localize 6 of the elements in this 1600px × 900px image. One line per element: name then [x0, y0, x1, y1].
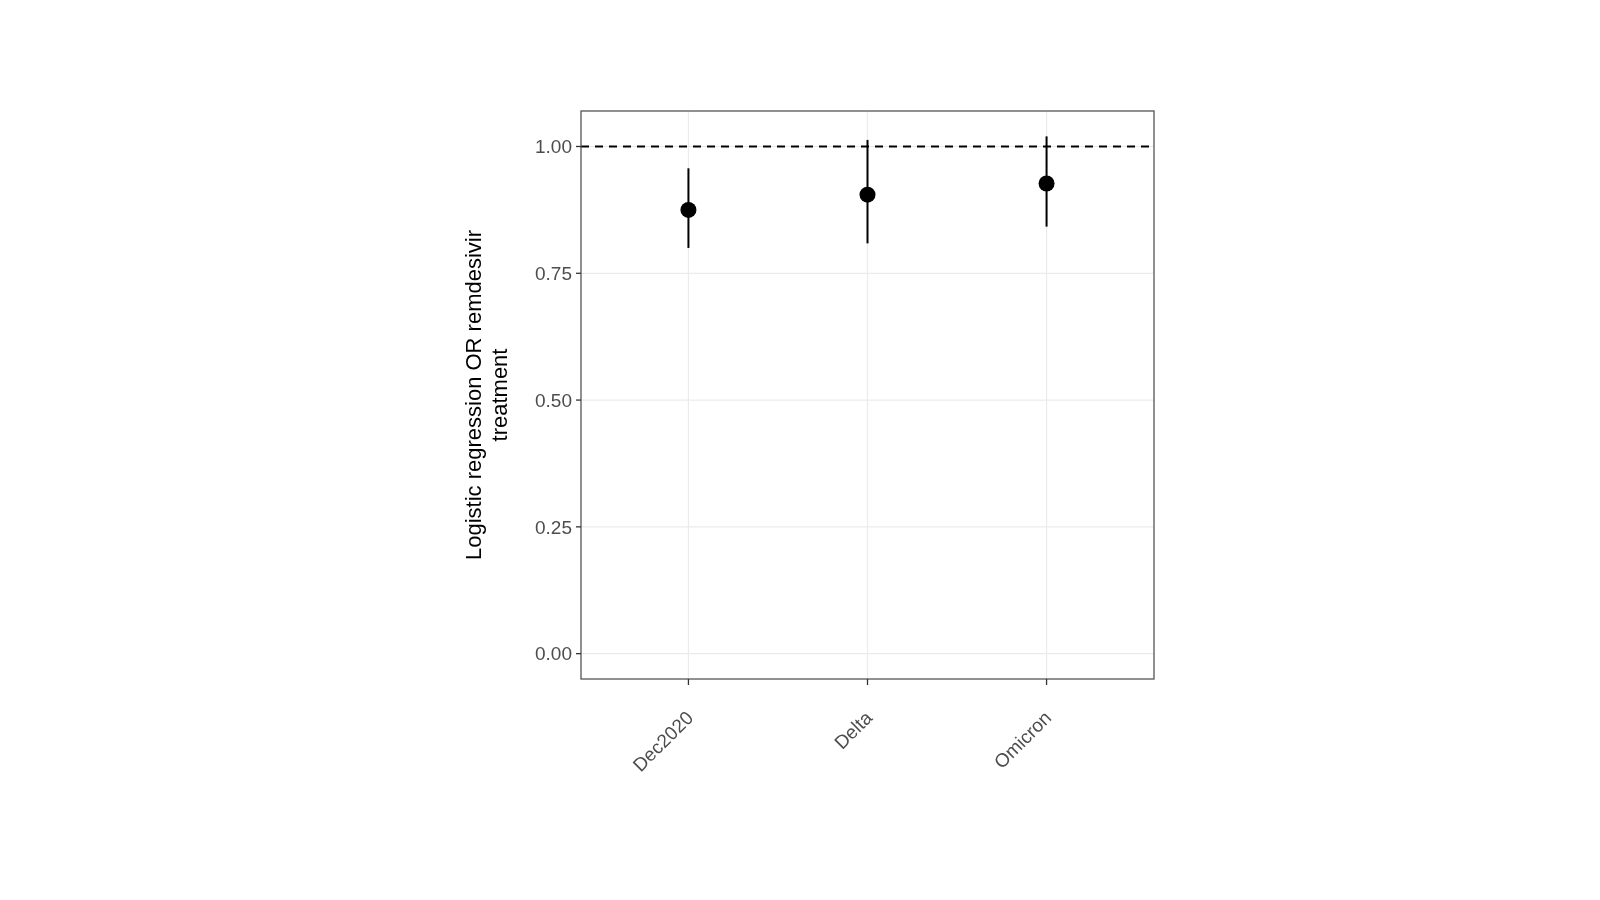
y-tick-label: 1.00 — [535, 136, 572, 158]
y-tick-label: 0.75 — [535, 262, 572, 284]
y-tick-label: 0.25 — [535, 516, 572, 538]
y-axis-title: Logistic regression OR remdesivir treatment — [461, 229, 513, 561]
y-tick-label: 0.50 — [535, 389, 572, 411]
y-tick-label: 0.00 — [535, 643, 572, 665]
